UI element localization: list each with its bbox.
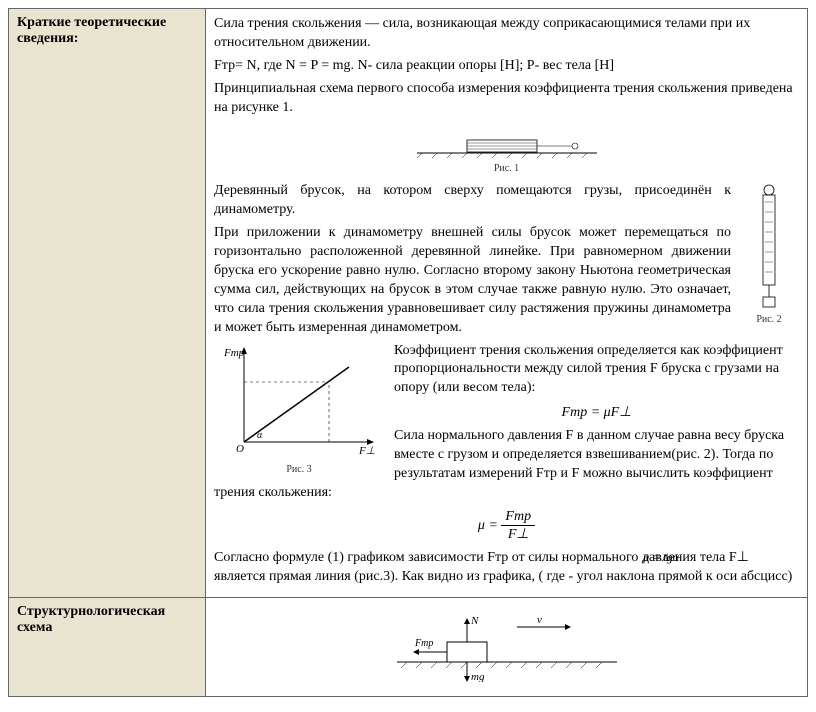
formula2-frac: Fтр F⊥ [501,509,535,543]
svg-text:Fтр: Fтр [223,347,245,359]
row1-label: Краткие теоретические сведения: [17,15,166,46]
svg-text:Fтр: Fтр [414,638,433,649]
content-table: Краткие теоретические сведения: Сила тре… [8,8,808,697]
row1-label-cell: Краткие теоретические сведения: [9,9,206,598]
fig3-caption: Рис. 3 [214,464,384,475]
row2-label: Структурнологическая схема [17,604,165,635]
svg-text:α: α [257,430,263,441]
formula1-rhs: μF⊥ [604,405,632,420]
figure-scheme: N mg Fтр v [214,604,799,690]
formula-2: μ = Fтр F⊥ [214,509,799,543]
p4: Деревянный брусок, на котором сверху пом… [214,182,799,220]
figure-3: Fтр O F⊥ α Рис. 3 [214,342,384,475]
figure-2: Рис. 2 [739,182,799,325]
p3: Принципиальная схема первого способа изм… [214,80,799,118]
formula1-lhs: Fтр = [562,405,604,420]
svg-text:F⊥: F⊥ [358,445,375,457]
p2: Fтр= N, где N = P = mg. N- сила реакции … [214,57,799,76]
p1: Сила трения скольжения — сила, возникающ… [214,15,799,53]
p8-inline: μ = tgα [643,549,679,565]
fig1-svg [407,125,607,161]
formula2-lhs: μ = [478,518,501,533]
svg-text:N: N [470,615,479,627]
row2-label-cell: Структурнологическая схема [9,597,206,696]
svg-text:v: v [537,614,542,626]
formula2-den: F⊥ [501,526,535,543]
scheme-svg: N mg Fтр v [387,612,627,682]
table-row: Краткие теоретические сведения: Сила тре… [9,9,808,598]
row2-content-cell: N mg Fтр v [206,597,808,696]
p8: Согласно формуле (1) графиком зависимост… [214,549,799,587]
svg-text:mg: mg [471,671,485,682]
figure-1: Рис. 1 [214,125,799,174]
fig1-caption: Рис. 1 [214,163,799,174]
formula2-num: Fтр [501,509,535,526]
fig2-svg [751,182,787,312]
svg-text:O: O [236,443,244,455]
table-row: Структурнологическая схема N [9,597,808,696]
row1-content-cell: Сила трения скольжения — сила, возникающ… [206,9,808,598]
p5: При приложении к динамометру внешней сил… [214,224,799,337]
fig3-svg: Fтр O F⊥ α [219,342,379,462]
fig2-caption: Рис. 2 [739,314,799,325]
